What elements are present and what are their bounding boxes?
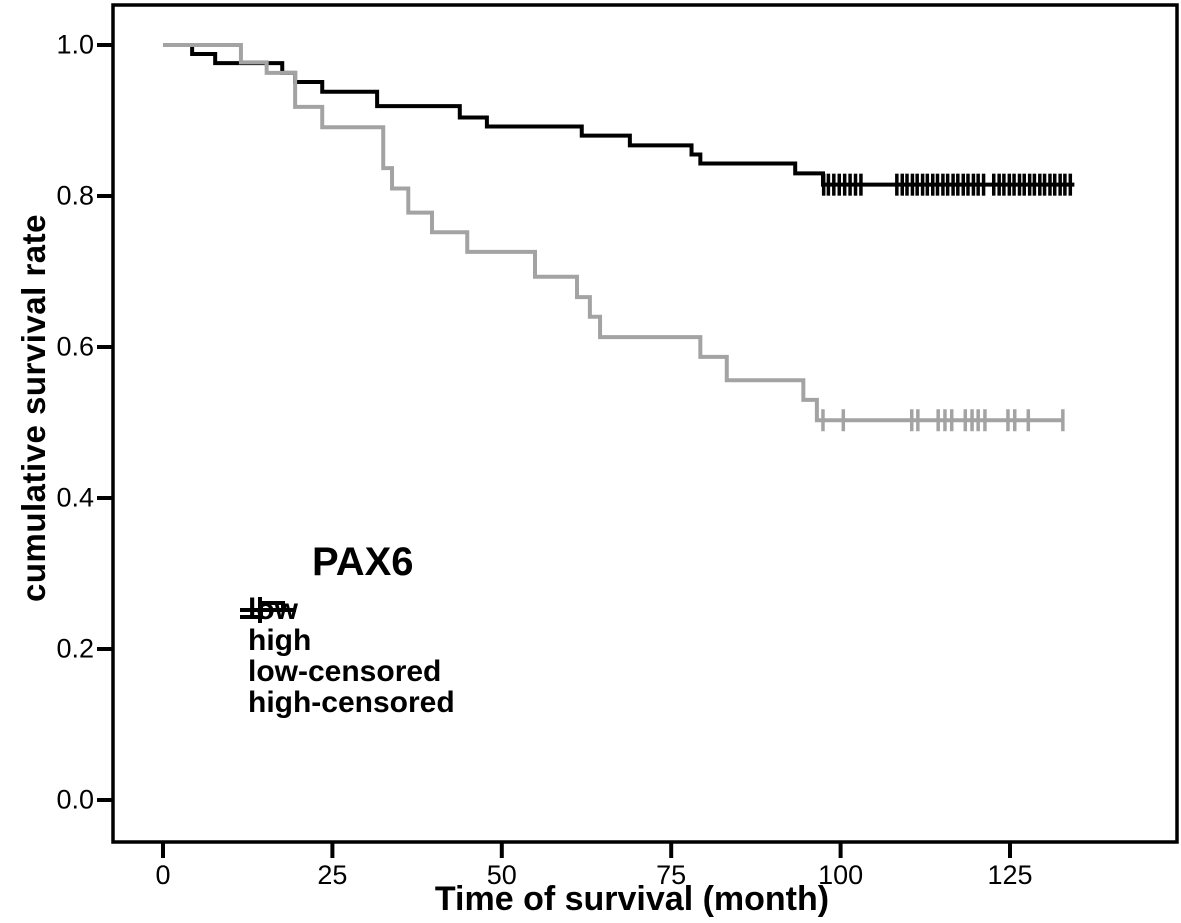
x-tick-label: 75 [656, 860, 687, 890]
legend-item-high-censored: high-censored [238, 597, 455, 719]
legend-item-low-censored: low-censored [238, 597, 455, 688]
y-tick-label: 0.6 [56, 331, 94, 362]
legend-item-high: high [238, 601, 455, 657]
x-tick-label: 125 [987, 860, 1033, 890]
y-tick-label: 0.2 [56, 633, 94, 664]
legend-item-label: high [248, 623, 312, 657]
legend-item-label: high-censored [248, 685, 455, 719]
y-axis-title: cumulative survival rate [15, 213, 52, 603]
legend-item-label: low-censored [248, 654, 442, 688]
legend-title: PAX6 [312, 540, 414, 584]
x-tick-label: 25 [317, 860, 348, 890]
x-axis-title: Time of survival (month) [434, 880, 830, 918]
x-tick-label: 0 [155, 860, 171, 890]
y-tick-label: 0.8 [56, 180, 94, 211]
x-tick-label: 100 [818, 860, 864, 890]
y-tick-label: 0.0 [56, 784, 94, 815]
y-tick-label: 0.4 [56, 482, 94, 513]
x-tick-label: 50 [486, 860, 517, 890]
censor-plus-icon [240, 597, 296, 623]
y-tick-label: 1.0 [56, 29, 94, 60]
